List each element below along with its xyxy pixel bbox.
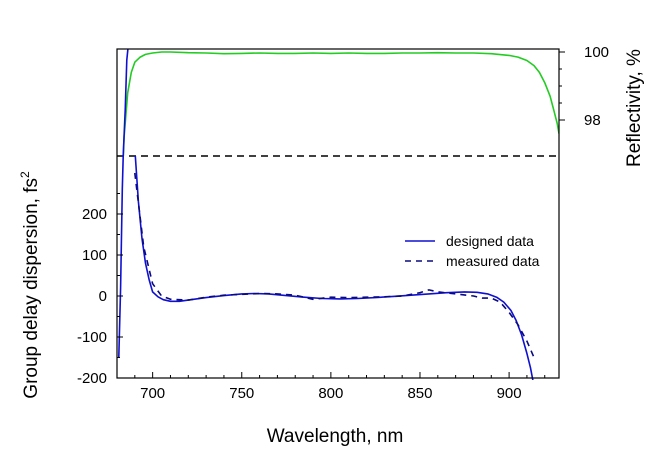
y-axis-left-title: Group delay dispersion, fs2 [18, 171, 42, 399]
axes-layer: 700 750 800 850 900 -200 -100 0 100 200 98 100 [77, 44, 609, 402]
legend-label-measured-data: measured data [446, 253, 540, 269]
x-axis-title: Wavelength, nm [267, 426, 404, 447]
series-line-designed-spike [122, 48, 129, 157]
y-right-tick-label: 98 [584, 112, 601, 129]
x-tick-label: 850 [407, 385, 432, 402]
x-tick-label: 750 [229, 385, 254, 402]
legend: designed data measured data [405, 233, 540, 269]
y-axis-left-title-text: Group delay dispersion, fs [21, 178, 42, 399]
y-left-tick-label: -200 [77, 370, 107, 387]
y-left-tick-label: -100 [77, 329, 107, 346]
x-tick-label: 700 [140, 385, 165, 402]
plot-frame [116, 48, 560, 379]
y-left-tick-label: 200 [82, 206, 107, 223]
plot-layer [117, 48, 559, 380]
y-axis-right-title: Reflectivity, % [624, 49, 645, 167]
series-line-reflectivity [122, 51, 559, 156]
y-right-tick-label: 100 [584, 44, 609, 61]
y-left-tick-label: 0 [99, 288, 107, 305]
x-tick-label: 800 [318, 385, 343, 402]
series-line-designed-data [118, 156, 534, 380]
legend-label-designed-data: designed data [446, 233, 534, 249]
y-axis-left-title-superscript: 2 [18, 171, 32, 178]
y-left-tick-label: 100 [82, 247, 107, 264]
x-tick-label: 900 [497, 385, 522, 402]
